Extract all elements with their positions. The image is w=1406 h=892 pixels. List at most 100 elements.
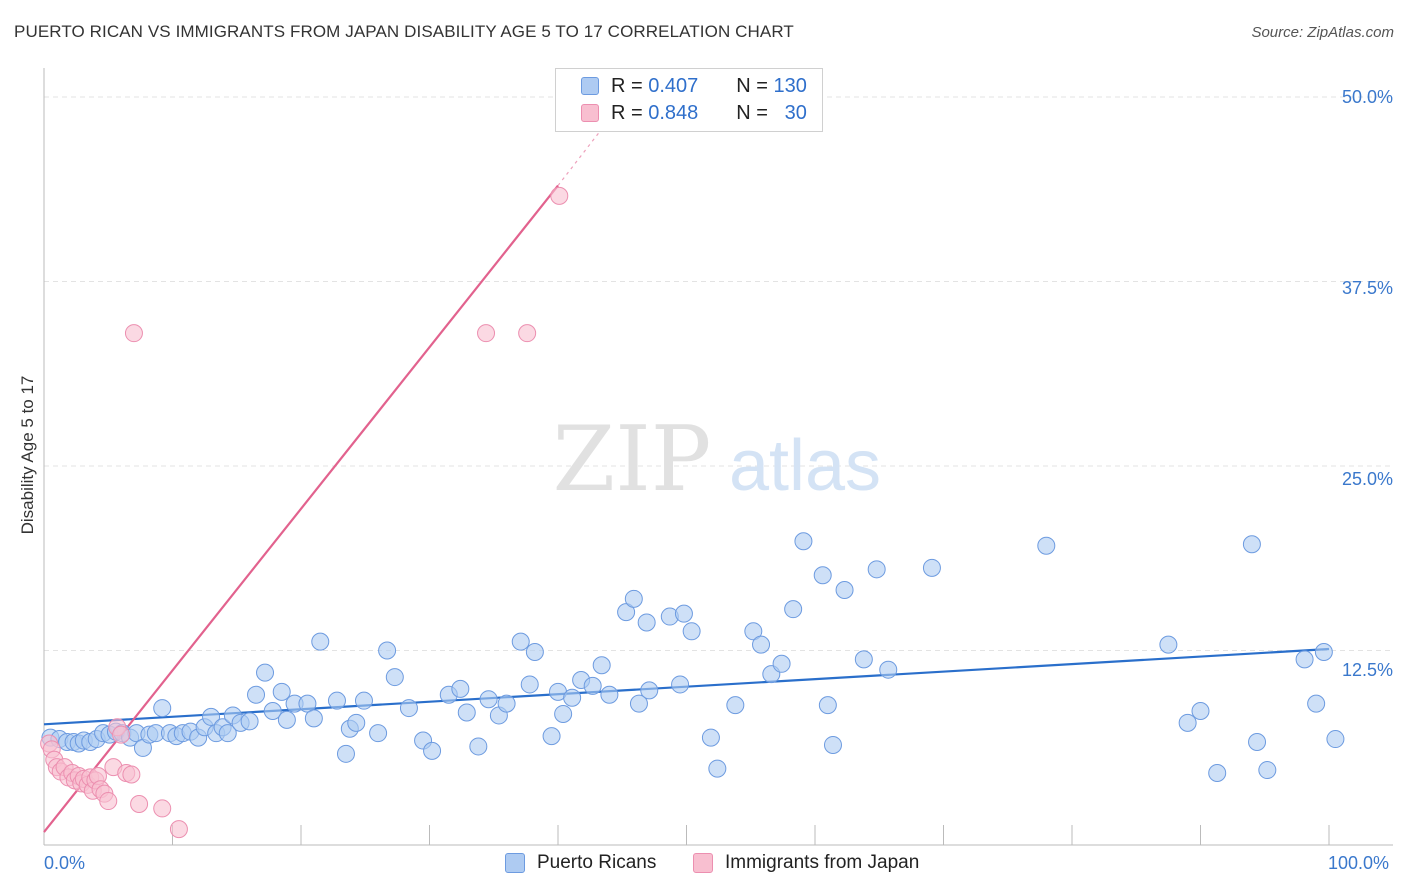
point-puerto-ricans: [378, 641, 397, 660]
point-puerto-ricans: [1258, 761, 1277, 780]
point-puerto-ricans: [600, 685, 619, 704]
point-puerto-ricans: [674, 604, 693, 623]
point-puerto-ricans: [385, 668, 404, 687]
trend-line-immigrants-japan: [43, 184, 559, 833]
point-puerto-ricans: [744, 622, 763, 641]
point-puerto-ricans: [671, 675, 690, 694]
point-immigrants-japan: [477, 324, 496, 343]
point-puerto-ricans: [554, 704, 573, 723]
legend-item-immigrants-japan: Immigrants from Japan: [693, 852, 919, 874]
legend-label-pink: Immigrants from Japan: [725, 852, 920, 873]
watermark-atlas: atlas: [729, 426, 881, 506]
point-puerto-ricans: [304, 709, 323, 728]
point-puerto-ricans: [1307, 694, 1326, 713]
point-puerto-ricans: [1314, 642, 1333, 661]
n-value-pink: 30: [784, 101, 807, 124]
point-puerto-ricans: [1037, 536, 1056, 555]
point-immigrants-japan: [124, 324, 143, 343]
point-puerto-ricans: [682, 622, 701, 641]
point-puerto-ricans: [479, 690, 498, 709]
point-puerto-ricans: [624, 589, 643, 608]
y-tick-label: 50.0%: [1341, 87, 1393, 107]
point-puerto-ricans: [823, 735, 842, 754]
watermark-zip: ZIP: [553, 407, 712, 512]
point-puerto-ricans: [772, 654, 791, 673]
point-puerto-ricans: [1178, 713, 1197, 732]
point-puerto-ricans: [525, 642, 544, 661]
point-puerto-ricans: [247, 685, 266, 704]
stats-row-blue: R = 0.407 N = 130: [581, 73, 807, 99]
trend-line-extension: [557, 132, 600, 186]
legend-blue-swatch: [505, 853, 525, 873]
y-axis-label: Disability Age 5 to 17: [18, 375, 37, 535]
blue-swatch: [581, 77, 599, 95]
point-puerto-ricans: [497, 694, 516, 713]
legend-item-puerto-ricans: Puerto Ricans: [505, 852, 656, 874]
point-puerto-ricans: [637, 613, 656, 632]
point-puerto-ricans: [327, 691, 346, 710]
n-label: N =: [736, 74, 768, 97]
legend-pink-swatch: [693, 853, 713, 873]
point-immigrants-japan: [169, 820, 188, 839]
point-immigrants-japan: [122, 765, 141, 784]
point-puerto-ricans: [153, 699, 172, 718]
r-value-blue: 0.407: [648, 74, 699, 97]
point-puerto-ricans: [879, 660, 898, 679]
point-immigrants-japan: [550, 186, 569, 205]
point-puerto-ricans: [218, 724, 237, 743]
y-tick-label: 37.5%: [1341, 278, 1393, 298]
point-puerto-ricans: [867, 560, 886, 579]
pink-swatch: [581, 104, 599, 122]
r-label: R =: [611, 101, 643, 124]
point-puerto-ricans: [592, 656, 611, 675]
point-puerto-ricans: [511, 632, 530, 651]
point-puerto-ricans: [752, 635, 771, 654]
point-puerto-ricans: [701, 728, 720, 747]
point-puerto-ricans: [784, 600, 803, 619]
point-puerto-ricans: [469, 737, 488, 756]
stats-row-pink: R = 0.848 N = 30: [581, 100, 807, 126]
point-puerto-ricans: [563, 688, 582, 707]
point-puerto-ricans: [583, 676, 602, 695]
point-puerto-ricans: [451, 679, 470, 698]
point-immigrants-japan: [153, 799, 172, 818]
point-puerto-ricans: [1242, 535, 1261, 554]
point-puerto-ricans: [399, 699, 418, 718]
point-puerto-ricans: [708, 759, 727, 778]
point-puerto-ricans: [263, 702, 282, 721]
point-puerto-ricans: [640, 681, 659, 700]
point-puerto-ricans: [347, 713, 366, 732]
point-puerto-ricans: [726, 696, 745, 715]
point-puerto-ricans: [542, 727, 561, 746]
point-puerto-ricans: [272, 682, 291, 701]
point-puerto-ricans: [1159, 635, 1178, 654]
point-puerto-ricans: [520, 675, 539, 694]
y-tick-label: 12.5%: [1341, 660, 1393, 680]
point-puerto-ricans: [240, 712, 259, 731]
point-immigrants-japan: [99, 792, 118, 811]
point-puerto-ricans: [369, 724, 388, 743]
point-puerto-ricans: [202, 707, 221, 726]
point-puerto-ricans: [336, 744, 355, 763]
chart-source: Source: ZipAtlas.com: [1251, 24, 1394, 41]
watermark: ZIP atlas: [553, 407, 881, 512]
point-puerto-ricans: [1295, 650, 1314, 669]
point-puerto-ricans: [629, 694, 648, 713]
point-puerto-ricans: [311, 632, 330, 651]
point-immigrants-japan: [518, 324, 537, 343]
point-puerto-ricans: [813, 566, 832, 585]
r-label: R =: [611, 74, 643, 97]
point-immigrants-japan: [112, 725, 131, 744]
point-puerto-ricans: [854, 650, 873, 669]
point-puerto-ricans: [354, 691, 373, 710]
n-label: N =: [736, 101, 768, 124]
y-tick-label: 25.0%: [1341, 469, 1393, 489]
axes: [43, 68, 1393, 846]
data-points: [40, 186, 1345, 839]
point-puerto-ricans: [794, 532, 813, 551]
grid-lines: [44, 96, 1393, 651]
point-puerto-ricans: [922, 558, 941, 577]
point-immigrants-japan: [130, 795, 149, 814]
point-puerto-ricans: [818, 696, 837, 715]
